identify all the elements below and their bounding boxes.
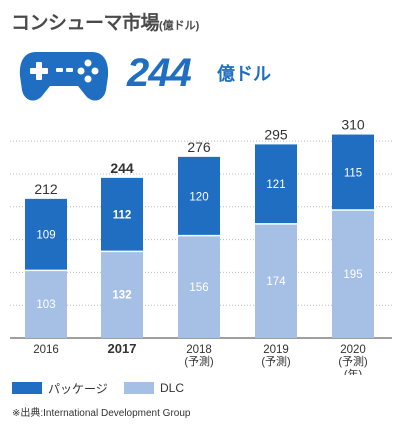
source-note: ※出典:International Development Group [12,408,191,419]
bar-dlc [178,235,220,338]
page-title: コンシューマ市場(億ドル) [11,8,199,35]
center-button-left [56,68,63,72]
data-label-total: 295 [264,126,288,142]
x-axis-unit-label: (年) [344,367,362,375]
data-label-package: 120 [189,191,208,203]
action-button-right [91,67,99,75]
x-tick-label: 2020 [340,344,366,356]
legend-label-dlc: DLC [160,381,185,395]
title-unit: (億ドル) [159,20,200,32]
center-button-right [66,68,73,72]
data-label-dlc: 156 [189,282,208,294]
action-button-top [84,59,92,67]
data-label-total: 212 [34,181,58,197]
data-label-package: 109 [36,230,55,242]
x-tick-label: 2016 [33,344,59,356]
bar-dlc [101,251,143,338]
data-label-dlc: 103 [36,299,55,311]
bar-package [332,134,374,211]
bar-package [255,144,297,224]
x-tick-label: 2017 [108,341,137,356]
data-label-package: 112 [113,210,132,222]
bar-package [178,156,220,236]
data-label-dlc: 174 [266,276,286,288]
x-tick-sublabel: (予測) [261,354,290,368]
data-label-package: 121 [266,179,285,191]
title-text: コンシューマ市場 [11,13,160,34]
dpad-vertical [36,62,42,80]
action-button-bottom [84,75,92,83]
x-tick-label: 2018 [186,344,212,356]
x-tick-sublabel: (予測) [338,354,367,368]
data-label-total: 310 [341,117,365,133]
legend-swatch-dlc [124,382,154,394]
data-label-total: 244 [110,160,134,176]
bar-package [25,198,67,271]
x-tick-label: 2019 [263,344,289,356]
bar-package [101,177,143,252]
hero-value: 244 [127,51,192,95]
data-label-dlc: 132 [112,290,131,302]
hero-unit: 億ドル [217,64,271,84]
legend-swatch-package [12,382,42,394]
action-button-left [77,67,85,75]
bar-dlc [25,270,67,338]
data-label-total: 276 [187,139,211,155]
gamepad-body [19,52,109,101]
legend-label-package: パッケージ [48,381,108,396]
legend-item-dlc: DLC [124,380,184,396]
bar-dlc [332,210,374,338]
stacked-bar-chart: 103109212201613211224420171561202762018(… [10,117,392,375]
data-label-package: 115 [344,167,362,179]
data-label-dlc: 195 [343,269,362,281]
gamepad-icon [19,52,109,101]
bar-dlc [255,223,297,338]
legend-item-package: パッケージ [12,380,108,396]
x-tick-sublabel: (予測) [184,354,213,368]
